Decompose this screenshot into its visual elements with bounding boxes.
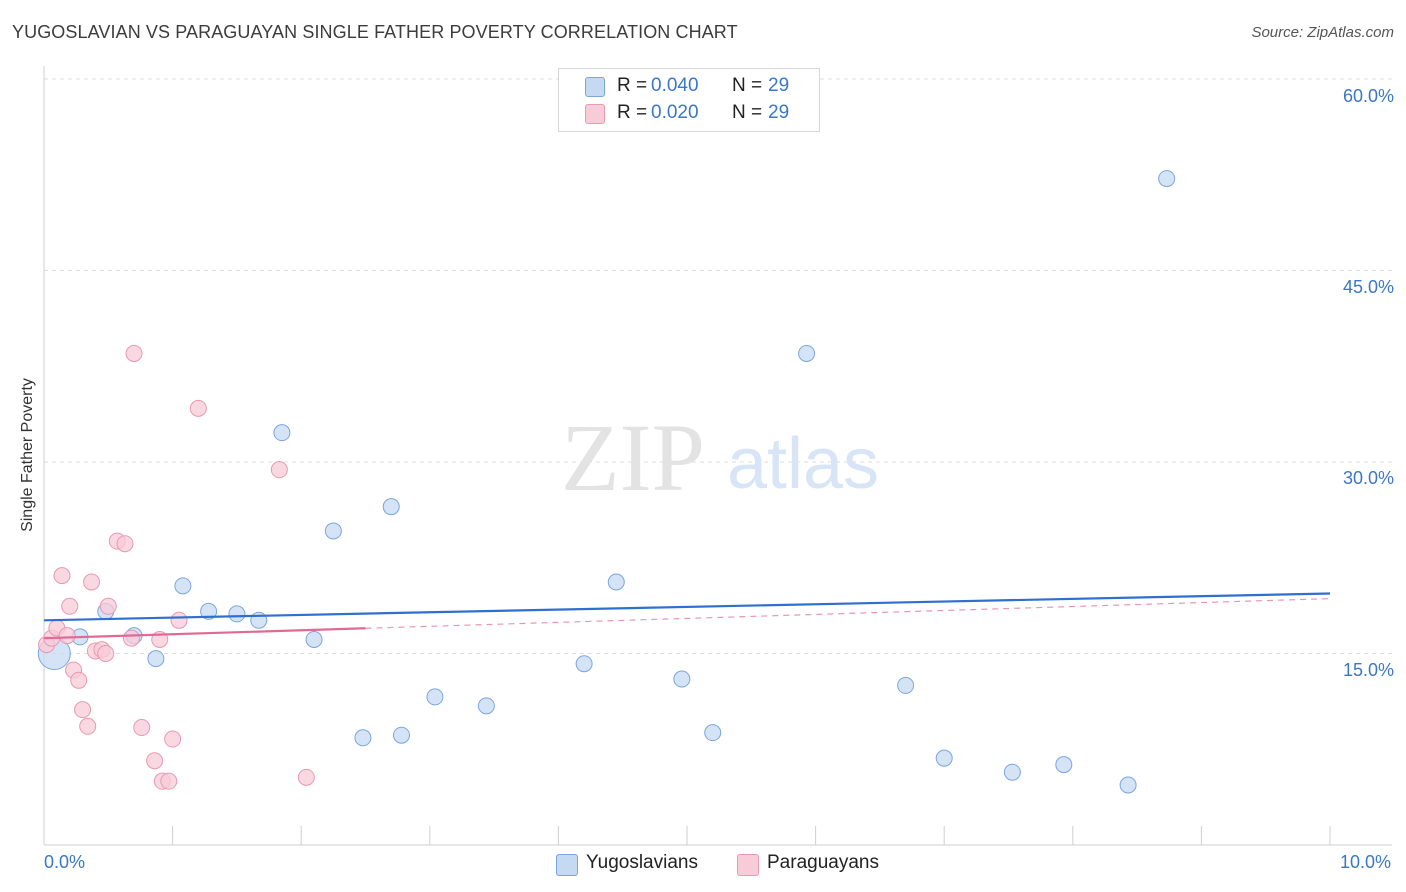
data-point-paraguayans (164, 730, 182, 748)
y-tick-label-15: 15.0% (1342, 660, 1394, 680)
y-tick-label-60: 60.0% (1342, 86, 1394, 106)
stats-legend: R = 0.040 N = 29 R = 0.020 N = 29 (558, 68, 820, 132)
watermark-atlas: atlas (727, 424, 879, 504)
data-point-yugoslavians (798, 344, 816, 362)
watermark: ZIP atlas (561, 404, 879, 511)
trend-line-extension-paraguayans (365, 598, 1331, 629)
data-point-yugoslavians (324, 522, 342, 540)
legend-r-label: R = (617, 75, 648, 96)
data-point-paraguayans (70, 671, 88, 689)
data-point-yugoslavians (174, 577, 192, 595)
legend-n-label: N = (732, 75, 763, 96)
data-point-paraguayans (133, 719, 151, 737)
y-tick-label-30: 30.0% (1342, 468, 1394, 488)
data-point-paraguayans (122, 629, 140, 647)
legend-swatch-pink (737, 854, 759, 876)
data-point-paraguayans (297, 768, 315, 786)
x-tick-label-min: 0.0% (44, 852, 86, 872)
legend-swatch-blue (585, 77, 605, 97)
legend-swatch-blue (556, 854, 578, 876)
data-point-paraguayans (53, 567, 71, 585)
legend-n-value: 29 (768, 75, 790, 96)
data-point-yugoslavians (1158, 170, 1176, 188)
legend-n-value: 29 (768, 102, 790, 123)
watermark-zip: ZIP (561, 404, 705, 511)
legend-n-label: N = (732, 102, 763, 123)
source-label: Source: ZipAtlas.com (1251, 24, 1394, 41)
data-point-yugoslavians (305, 630, 323, 648)
chart-title: YUGOSLAVIAN VS PARAGUAYAN SINGLE FATHER … (12, 22, 738, 42)
trend-line-paraguayans (43, 627, 366, 640)
data-points (37, 170, 1176, 794)
data-point-yugoslavians (673, 670, 691, 688)
data-point-paraguayans (160, 772, 178, 790)
data-point-paraguayans (83, 573, 101, 591)
legend-series-label: Paraguayans (767, 852, 879, 873)
legend-r-label: R = (617, 102, 648, 123)
data-point-yugoslavians (1003, 763, 1021, 781)
data-point-yugoslavians (273, 424, 291, 442)
y-tick-label-45: 45.0% (1342, 277, 1394, 297)
data-point-paraguayans (61, 597, 79, 615)
legend-r-value: 0.020 (651, 102, 699, 123)
trend-line-yugoslavians (43, 592, 1331, 622)
x-tick-label-max: 10.0% (1340, 852, 1392, 872)
data-point-yugoslavians (147, 650, 165, 668)
data-point-paraguayans (58, 627, 76, 645)
legend-r-value: 0.040 (651, 75, 699, 96)
data-point-yugoslavians (354, 729, 372, 747)
data-point-yugoslavians (897, 676, 915, 694)
legend-series-label: Yugoslavians (586, 852, 698, 873)
data-point-paraguayans (146, 752, 164, 770)
data-point-paraguayans (116, 535, 134, 553)
trend-lines (43, 592, 1331, 640)
data-point-yugoslavians (393, 726, 411, 744)
data-point-yugoslavians (1119, 776, 1137, 794)
data-point-yugoslavians (935, 749, 953, 767)
data-point-paraguayans (125, 344, 143, 362)
data-point-yugoslavians (228, 605, 246, 623)
data-point-yugoslavians (1055, 756, 1073, 774)
axes (43, 66, 1392, 846)
data-point-paraguayans (99, 597, 117, 615)
data-point-yugoslavians (426, 688, 444, 706)
data-point-yugoslavians (477, 697, 495, 715)
data-point-paraguayans (74, 701, 92, 719)
data-point-yugoslavians (704, 724, 722, 742)
legend-swatch-pink (585, 104, 605, 124)
data-point-paraguayans (189, 399, 207, 417)
data-point-yugoslavians (200, 602, 218, 620)
data-point-paraguayans (79, 717, 97, 735)
data-point-yugoslavians (382, 498, 400, 516)
data-point-paraguayans (270, 461, 288, 479)
data-point-yugoslavians (607, 573, 625, 591)
data-point-paraguayans (97, 645, 115, 662)
gridlines (44, 78, 1392, 654)
data-point-paraguayans (170, 611, 188, 629)
data-point-yugoslavians (575, 655, 593, 673)
